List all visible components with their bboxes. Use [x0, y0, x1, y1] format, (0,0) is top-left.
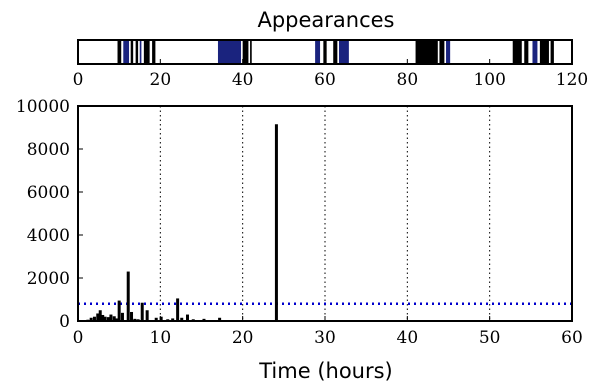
appearance-segment [250, 40, 252, 64]
y-tick-label: 10000 [16, 97, 70, 117]
x-tick-label: 10 [150, 328, 172, 348]
appearance-x-tick-label: 100 [473, 70, 505, 90]
appearance-segment [532, 40, 538, 64]
appearance-segment [333, 40, 338, 64]
appearances-title: Appearances [257, 8, 394, 32]
y-tick-label: 4000 [27, 226, 70, 246]
appearance-x-tick-label: 20 [150, 70, 172, 90]
appearance-x-tick-label: 80 [397, 70, 419, 90]
appearance-segment [446, 40, 451, 64]
appearance-segment [123, 40, 130, 64]
appearance-segment [512, 40, 522, 64]
appearance-x-tick-label: 60 [314, 70, 336, 90]
x-tick-label: 50 [479, 328, 501, 348]
appearance-segment [152, 40, 156, 64]
x-tick-label: 60 [561, 328, 583, 348]
bar-series [83, 124, 278, 321]
x-tick-label: 40 [397, 328, 419, 348]
y-tick-label: 8000 [27, 140, 70, 160]
appearance-x-tick-label: 40 [232, 70, 254, 90]
y-tick-label: 2000 [27, 269, 70, 289]
x-axis-label: Time (hours) [258, 359, 393, 383]
x-tick-label: 20 [232, 328, 254, 348]
appearance-x-tick-label: 120 [556, 70, 588, 90]
appearance-segment [130, 40, 134, 64]
appearance-segment [323, 40, 327, 64]
appearance-strip [117, 40, 554, 64]
appearance-segment [338, 40, 349, 64]
appearance-segment [242, 40, 249, 64]
y-tick-label: 0 [59, 312, 70, 332]
appearance-segment [139, 40, 142, 64]
appearance-segment [143, 40, 150, 64]
y-tick-label: 6000 [27, 183, 70, 203]
grid-lines [159, 106, 491, 321]
appearance-segment [117, 40, 122, 64]
appearance-x-axis: 0 20 40 60 80 100 120 [73, 59, 588, 90]
appearance-segment [550, 40, 554, 64]
appearance-segment [135, 40, 139, 64]
y-axis: 0 2000 4000 6000 8000 10000 [16, 97, 83, 332]
appearance-segment [539, 40, 549, 64]
x-axis: 0 10 20 30 40 50 60 [73, 316, 583, 348]
appearance-segment [524, 40, 529, 64]
appearance-segment [415, 40, 438, 64]
x-tick-label: 0 [73, 328, 84, 348]
appearance-x-tick-label: 0 [73, 70, 84, 90]
appearance-segment [315, 40, 321, 64]
appearance-segment [439, 40, 445, 64]
x-tick-label: 30 [314, 328, 336, 348]
appearance-segment [217, 40, 242, 64]
